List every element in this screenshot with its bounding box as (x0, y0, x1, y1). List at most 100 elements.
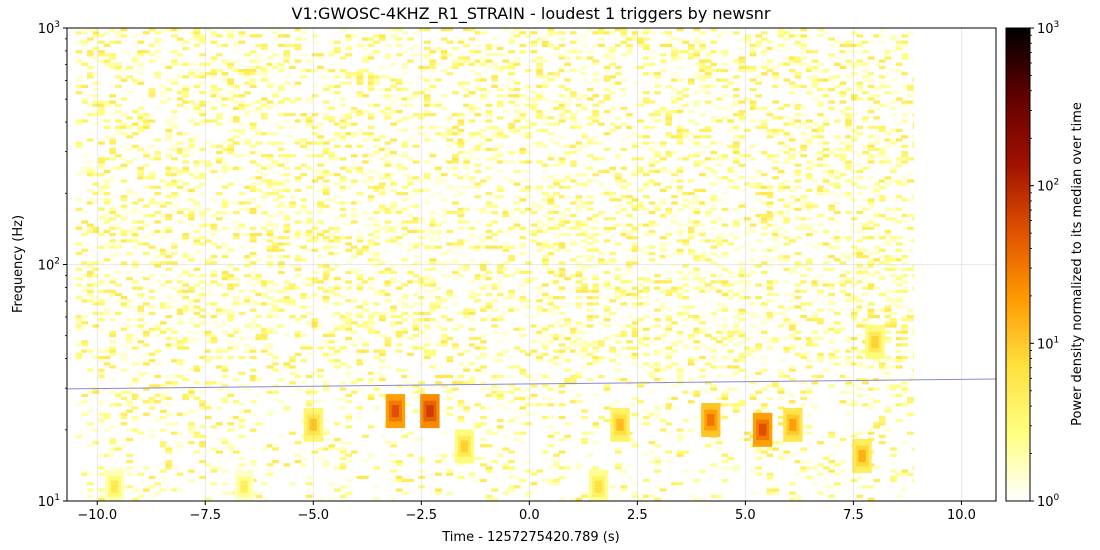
heat-cell (468, 37, 476, 41)
heat-cell (418, 302, 425, 306)
heat-cell (468, 62, 476, 66)
heat-cell (631, 236, 639, 240)
heat-cell (199, 475, 206, 479)
heat-cell (401, 119, 409, 123)
heat-cell (637, 289, 645, 293)
heat-cell (154, 50, 161, 54)
heat-cell (289, 113, 296, 117)
heat-cell (620, 106, 628, 110)
heat-cell (429, 283, 437, 287)
heat-cell (277, 28, 285, 32)
heat-cell (176, 488, 184, 492)
heat-cell (227, 91, 234, 95)
heat-cell (137, 431, 145, 435)
heat-cell (350, 75, 358, 79)
heat-cell (412, 384, 420, 388)
heat-cell (367, 378, 375, 382)
heat-cell (311, 318, 319, 322)
heat-cell (727, 330, 734, 334)
heat-cell (283, 409, 291, 413)
heat-cell (749, 393, 757, 397)
heat-cell (103, 119, 111, 123)
heat-cell (356, 166, 364, 170)
heat-cell (412, 217, 420, 221)
heat-cell (300, 53, 307, 57)
heat-cell (631, 403, 639, 407)
heat-cell (423, 78, 431, 82)
heat-cell (502, 207, 510, 211)
heat-cell (614, 223, 622, 227)
heat-cell (581, 346, 588, 350)
heat-cell (541, 223, 549, 227)
heat-cell (558, 355, 566, 360)
heat-cell (423, 138, 431, 142)
heat-cell (154, 154, 161, 158)
heat-cell (339, 441, 347, 445)
heat-cell (446, 72, 454, 76)
heat-cell (244, 258, 251, 262)
heat-cell (474, 242, 482, 246)
heat-cell (440, 264, 448, 268)
heat-cell (176, 359, 184, 363)
heat-cell (401, 87, 409, 92)
heat-cell (452, 141, 459, 145)
heat-cell (367, 261, 375, 265)
heat-cell (266, 280, 274, 284)
heat-cell (626, 214, 633, 218)
heat-cell (367, 315, 375, 319)
heat-cell (328, 40, 336, 44)
heat-cell (126, 400, 133, 404)
heat-cell (266, 166, 274, 170)
heat-cell (710, 50, 718, 54)
heat-cell (575, 204, 583, 208)
heat-cell (643, 31, 650, 35)
heat-cell (598, 340, 605, 344)
heat-cell (744, 349, 751, 353)
heat-cell (592, 214, 600, 218)
heat-cell (154, 37, 161, 41)
heat-cell (367, 286, 375, 290)
heat-cell (407, 242, 414, 246)
heat-cell (165, 396, 173, 401)
heat-cell (322, 239, 330, 243)
heat-cell (294, 176, 302, 180)
heat-cell (384, 207, 392, 211)
heat-cell (182, 289, 190, 293)
heat-cell (659, 201, 667, 205)
heat-cell (176, 292, 184, 297)
heat-cell (738, 116, 746, 120)
heat-cell (86, 201, 94, 205)
heat-cell (339, 97, 347, 101)
heat-cell (530, 91, 538, 95)
heat-cell (648, 251, 656, 256)
heat-cell (266, 69, 274, 73)
heat-cell (356, 311, 364, 315)
heat-cell (671, 94, 678, 98)
heat-cell (474, 220, 482, 224)
heat-cell (738, 274, 746, 278)
heat-cell (541, 144, 549, 148)
heat-cell (519, 251, 527, 256)
heat-cell (480, 352, 487, 356)
heat-cell (199, 236, 206, 240)
heat-cell (379, 365, 386, 369)
heat-cell (159, 94, 167, 98)
heat-cell (367, 72, 375, 76)
heat-cell (429, 318, 437, 322)
heat-cell (541, 343, 549, 347)
heat-cell (760, 311, 768, 315)
heat-cell (221, 201, 229, 205)
heat-cell (525, 305, 532, 309)
heat-cell (216, 176, 223, 180)
heat-cell (261, 173, 268, 177)
heat-cell (227, 311, 234, 315)
heat-cell (289, 299, 296, 303)
heat-cell (541, 352, 549, 356)
heat-cell (665, 122, 673, 126)
heat-cell (547, 434, 555, 438)
heat-cell (249, 270, 257, 274)
heat-cell (165, 173, 173, 177)
heat-cell (423, 352, 431, 356)
heat-cell (502, 296, 510, 300)
heat-cell (300, 333, 307, 338)
